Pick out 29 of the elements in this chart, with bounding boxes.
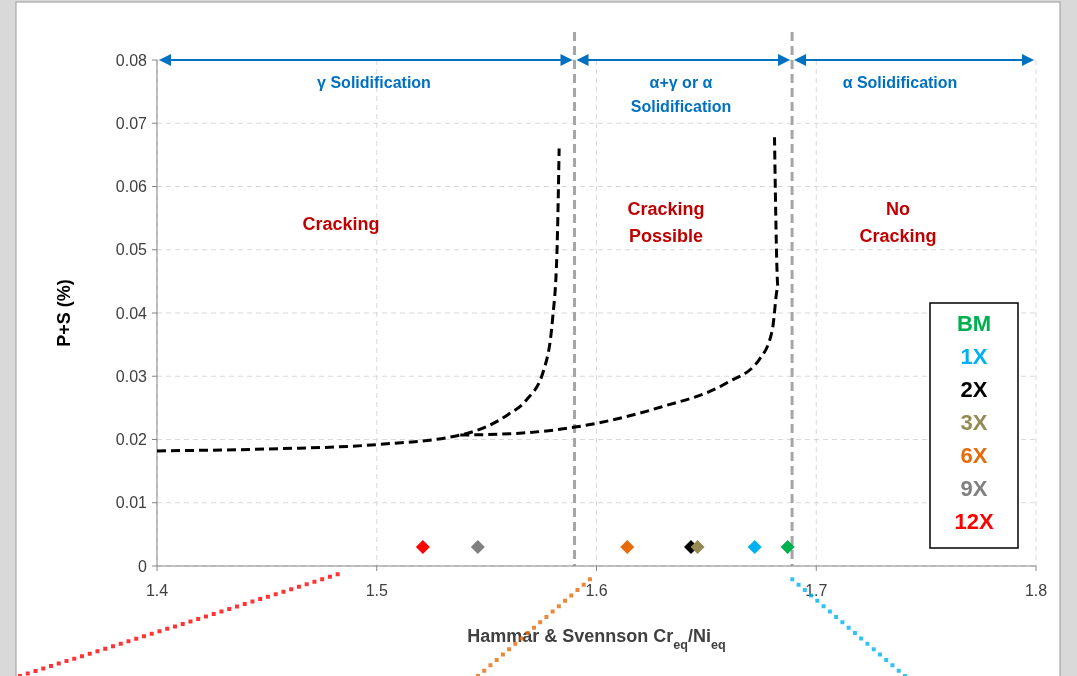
annotation: Cracking Possible — [627, 199, 705, 247]
annotation: α Solidification — [842, 73, 958, 91]
text: 9X — [960, 476, 988, 501]
y-tick-label: 0.02 — [115, 431, 148, 449]
text: 12X — [954, 509, 994, 534]
annotation: No Cracking — [859, 199, 937, 247]
y-tick-label: 0 — [138, 557, 148, 575]
y-axis-title: P+S (%) — [54, 279, 74, 347]
annotation: α+γ or α Solidification — [630, 73, 732, 115]
text: 2X — [960, 377, 988, 402]
y-tick-label: 0.03 — [115, 367, 148, 385]
y-tick-label: 0.04 — [115, 304, 148, 322]
x-tick-label: 1.4 — [145, 582, 169, 599]
x-tick-label: 1.5 — [365, 582, 388, 599]
y-tick-label: 0.06 — [115, 178, 148, 196]
y-tick-label: 0.05 — [115, 241, 148, 259]
text: 6X — [960, 443, 988, 468]
annotation: γ Solidification — [317, 73, 431, 91]
text: BM — [956, 311, 992, 336]
annotation: Cracking — [302, 214, 380, 235]
x-tick-label: 1.6 — [585, 582, 608, 599]
text: 1X — [960, 344, 988, 369]
x-tick-label: 1.8 — [1024, 582, 1048, 599]
y-tick-label: 0.01 — [115, 494, 148, 512]
y-tick-label: 0.08 — [115, 51, 148, 69]
text: 3X — [960, 410, 988, 435]
x-tick-label: 1.7 — [805, 582, 828, 599]
y-tick-label: 0.07 — [115, 114, 148, 132]
x-axis-title: Hammar & Svennson Cr$_{eq}$/Ni$_{eq}$ — [467, 626, 726, 652]
